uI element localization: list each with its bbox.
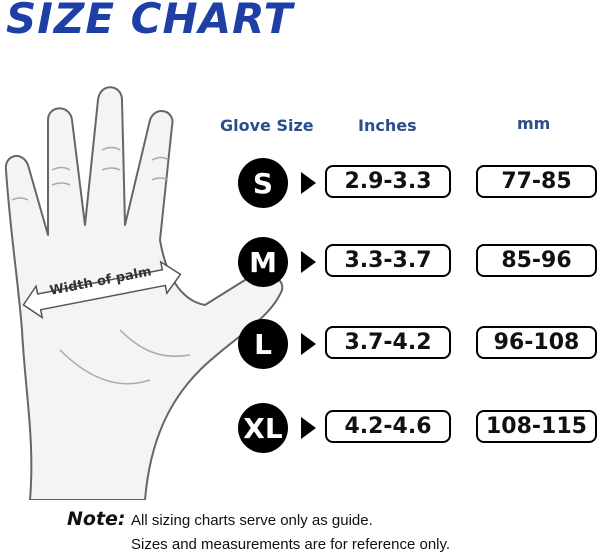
inches-value: 3.7-4.2 <box>325 326 451 359</box>
size-badge: S <box>238 158 288 208</box>
page-title: SIZE CHART <box>6 0 294 43</box>
inches-value: 4.2-4.6 <box>325 410 451 443</box>
mm-value: 108-115 <box>476 410 597 443</box>
arrow-right-icon <box>301 417 316 439</box>
mm-value: 85-96 <box>476 244 597 277</box>
width-of-palm-arrow <box>22 260 182 320</box>
size-badge: M <box>238 237 288 287</box>
note-line-1: All sizing charts serve only as guide. <box>131 512 373 529</box>
header-inches: Inches <box>358 116 417 135</box>
size-row-s: S 2.9-3.3 77-85 <box>0 158 600 208</box>
arrow-right-icon <box>301 172 316 194</box>
arrow-right-icon <box>301 333 316 355</box>
mm-value: 77-85 <box>476 165 597 198</box>
note-line-2: Sizes and measurements are for reference… <box>131 536 451 553</box>
size-badge: XL <box>238 403 288 453</box>
size-badge: L <box>238 319 288 369</box>
arrow-right-icon <box>301 251 316 273</box>
note-label: Note: <box>67 508 126 530</box>
inches-value: 2.9-3.3 <box>325 165 451 198</box>
size-row-xl: XL 4.2-4.6 108-115 <box>0 403 600 453</box>
header-mm: mm <box>517 114 551 133</box>
size-row-l: L 3.7-4.2 96-108 <box>0 319 600 369</box>
mm-value: 96-108 <box>476 326 597 359</box>
header-glove-size: Glove Size <box>220 116 314 135</box>
inches-value: 3.3-3.7 <box>325 244 451 277</box>
size-row-m: M 3.3-3.7 85-96 <box>0 237 600 287</box>
